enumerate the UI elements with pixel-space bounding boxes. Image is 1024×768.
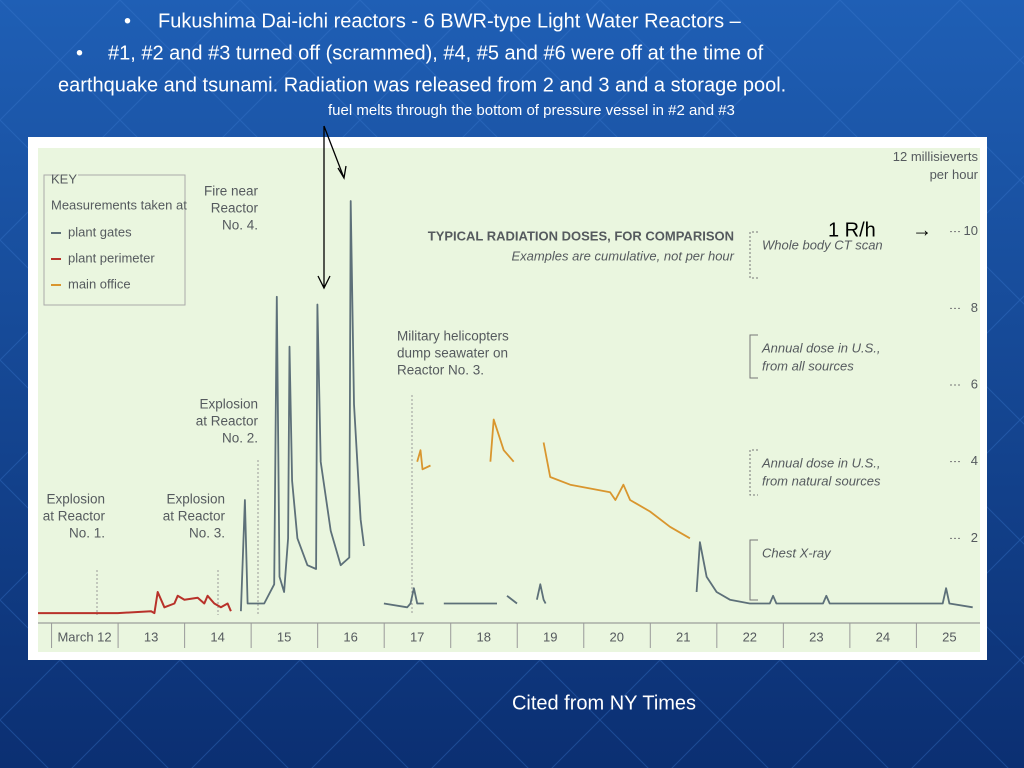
marker-label: 1 R/h — [828, 219, 876, 241]
annotation: Explosion — [199, 397, 258, 412]
x-tick-label: 14 — [210, 629, 224, 644]
annotation: Explosion — [166, 492, 225, 507]
series-line — [240, 200, 973, 612]
legend-box — [43, 174, 186, 306]
bullet-dot: • — [76, 42, 83, 64]
comparison-subtitle: Examples are cumulative, not per hour — [511, 248, 734, 263]
comparison-item: Chest X-ray — [762, 545, 832, 560]
comparison-item: from all sources — [762, 358, 854, 373]
y-tick-label: 12 millisieverts per hour — [893, 149, 979, 182]
x-tick-label: March 12 — [57, 629, 111, 644]
bullet: #1, #2 and #3 turned off (scrammed), #4,… — [108, 42, 764, 64]
annotation: No. 4. — [222, 218, 258, 233]
series-line — [38, 591, 232, 615]
annotation: No. 3. — [189, 526, 225, 541]
comparison-bracket — [749, 334, 758, 379]
annotation: dump seawater on — [397, 346, 508, 361]
comparison-title: TYPICAL RADIATION DOSES, FOR COMPARISON — [428, 228, 734, 243]
annotation: Military helicopters — [397, 329, 509, 344]
annotation: No. 2. — [222, 431, 258, 446]
comparison-bracket — [749, 449, 758, 496]
y-tick-label: 10 — [964, 223, 978, 238]
comparison-item: Annual dose in U.S., — [761, 455, 881, 470]
legend-label: plant perimeter — [68, 250, 155, 265]
x-tick-label: 13 — [144, 629, 158, 644]
x-tick-label: 20 — [610, 629, 624, 644]
marker-arrow: → — [912, 219, 932, 241]
chart-background — [38, 148, 980, 652]
note: fuel melts through the bottom of pressur… — [328, 102, 735, 119]
comparison-bracket — [749, 539, 758, 601]
credit: Cited from NY Times — [512, 692, 696, 714]
annotation: at Reactor — [43, 509, 106, 524]
legend-label: plant gates — [68, 224, 132, 239]
comparison-item: from natural sources — [762, 473, 881, 488]
annotation: Explosion — [46, 492, 105, 507]
x-tick-label: 23 — [809, 629, 823, 644]
x-tick-label: 22 — [743, 629, 757, 644]
pointer-arrows — [317, 125, 347, 290]
comparison-item: Annual dose in U.S., — [761, 340, 881, 355]
comparison-item: Whole body CT scan — [762, 237, 883, 252]
legend-title: KEY — [51, 171, 77, 186]
y-tick-label: 2 — [971, 530, 978, 545]
bullet-dot: • — [124, 10, 131, 32]
bullet: earthquake and tsunami. Radiation was re… — [58, 74, 786, 96]
annotation: Reactor — [211, 201, 259, 216]
legend-label: main office — [68, 276, 131, 291]
annotation: No. 1. — [69, 526, 105, 541]
annotation: at Reactor — [196, 414, 259, 429]
y-tick-label: 8 — [971, 300, 978, 315]
bullet: Fukushima Dai-ichi reactors - 6 BWR-type… — [158, 10, 742, 32]
x-tick-label: 18 — [476, 629, 490, 644]
x-tick-label: 15 — [277, 629, 291, 644]
x-tick-label: 21 — [676, 629, 690, 644]
legend-subtitle: Measurements taken at — [51, 197, 187, 212]
annotation: at Reactor — [163, 509, 226, 524]
x-tick-label: 25 — [942, 629, 956, 644]
x-tick-label: 16 — [343, 629, 357, 644]
comparison-bracket — [749, 231, 758, 279]
y-tick-label: 4 — [971, 453, 978, 468]
x-tick-label: 24 — [876, 629, 890, 644]
series-line — [416, 418, 691, 540]
y-tick-label: 6 — [971, 376, 978, 391]
annotation: Fire near — [204, 184, 259, 199]
annotation: Reactor No. 3. — [397, 363, 484, 378]
x-tick-label: 19 — [543, 629, 557, 644]
x-tick-label: 17 — [410, 629, 424, 644]
